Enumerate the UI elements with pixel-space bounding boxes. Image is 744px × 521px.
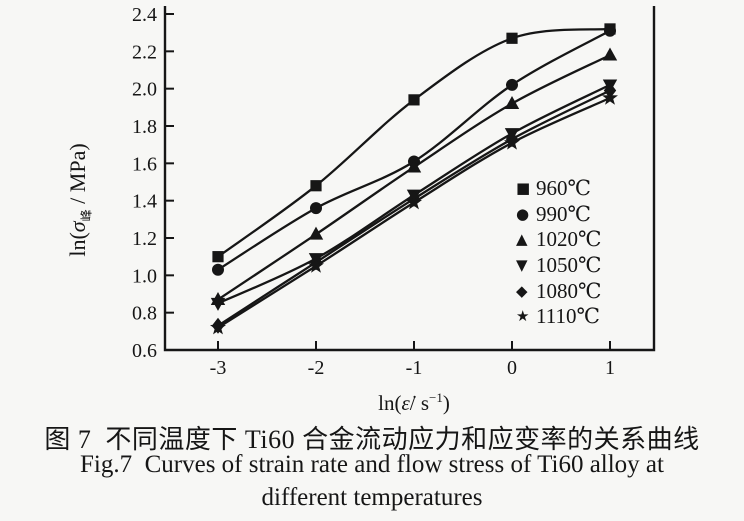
data-point-marker-triangle-up — [308, 226, 324, 240]
x-label-mid: / s — [409, 391, 430, 415]
y-tick-label: 0.8 — [132, 303, 157, 325]
data-point-marker-square — [212, 251, 224, 263]
legend-marker-diamond-icon: ◆ — [516, 281, 528, 300]
y-tick-label: 2.4 — [132, 4, 157, 26]
data-point-marker-circle — [310, 202, 322, 215]
data-point-marker-square — [310, 180, 322, 192]
y-tick-label: 1.6 — [132, 153, 157, 175]
data-point-marker-triangle-down — [210, 297, 226, 311]
y-tick-label: 1.0 — [132, 265, 157, 287]
y-axis-label: ln(σ峰 / MPa) — [62, 85, 94, 315]
caption-english-line1: Fig.7 Curves of strain rate and flow str… — [80, 451, 664, 478]
sigma-subscript: 峰 — [79, 209, 94, 222]
data-point-marker-circle — [506, 78, 518, 91]
legend-label: 960℃ — [536, 176, 591, 201]
y-tick-label: 0.6 — [132, 340, 157, 362]
y-tick-label: 1.4 — [132, 191, 157, 213]
y-tick-label: 1.2 — [132, 228, 157, 250]
y-label-suffix: / MPa) — [65, 143, 90, 210]
flow-stress-chart-canvas: 0.6 0.8 1.0 1.2 1.4 1.6 1.8 2.0 2.2 2.4 -3 -2 -1 0 1 — [132, 4, 656, 379]
legend-label: 990℃ — [536, 201, 591, 226]
x-axis-label: ln(ε̇/ s−1) — [304, 384, 524, 415]
series-1110C — [210, 89, 618, 335]
data-point-marker-star — [406, 194, 422, 210]
y-tick-label: 2.0 — [132, 79, 157, 101]
legend-item-960C: ■ 960℃ — [516, 176, 602, 202]
x-label-suffix: ) — [442, 391, 450, 415]
sigma-symbol: σ — [65, 221, 90, 233]
x-label-superscript: −1 — [429, 390, 443, 405]
legend-item-1110C: ★ 1110℃ — [516, 304, 602, 330]
data-point-marker-circle — [604, 24, 616, 37]
data-point-marker-triangle-up — [504, 96, 520, 109]
data-point-marker-star — [602, 89, 618, 105]
legend-item-1050C: ▼ 1050℃ — [516, 253, 602, 279]
legend-marker-triangle-down-icon: ▼ — [516, 256, 528, 275]
y-tick-label: 1.8 — [132, 116, 157, 138]
data-point-marker-triangle-up — [406, 159, 422, 173]
legend-item-1080C: ◆ 1080℃ — [516, 278, 602, 304]
legend-item-1020C: ▲ 1020℃ — [516, 227, 602, 253]
legend: ■ 960℃ ● 990℃ ▲ 1020℃ ▼ 1050℃ ◆ 1080℃ ★ 1110℃ — [516, 176, 602, 330]
legend-marker-circle-icon: ● — [516, 204, 530, 223]
data-point-marker-circle — [212, 263, 224, 276]
data-point-marker-triangle-up — [602, 47, 618, 61]
legend-marker-star-icon: ★ — [516, 307, 530, 326]
x-tick-label: 1 — [605, 357, 615, 379]
data-point-marker-star — [210, 319, 226, 335]
legend-item-990C: ● 990℃ — [516, 202, 602, 228]
x-label-prefix: ln( — [378, 391, 402, 415]
data-point-marker-star — [308, 257, 324, 273]
data-point-marker-square — [408, 94, 420, 106]
legend-label: 1080℃ — [536, 278, 602, 303]
caption-english-line2: different temperatures — [261, 484, 483, 511]
legend-label: 1110℃ — [536, 304, 600, 329]
x-tick-label: -2 — [308, 357, 325, 379]
legend-label: 1020℃ — [536, 227, 602, 252]
data-point-marker-square — [506, 32, 518, 44]
data-point-marker-star — [504, 134, 520, 150]
axis-frame — [163, 6, 656, 352]
caption-chinese: 图 7 不同温度下 Ti60 合金流动应力和应变率的关系曲线 — [44, 425, 700, 454]
legend-marker-square-icon: ■ — [516, 179, 531, 198]
x-tick-label: 0 — [507, 357, 517, 379]
legend-marker-triangle-up-icon: ▲ — [516, 230, 528, 249]
strain-rate-symbol: ε̇ — [401, 391, 410, 415]
x-tick-label: -1 — [406, 357, 423, 379]
x-tick-label: -3 — [210, 357, 227, 379]
y-label-prefix: ln( — [65, 232, 90, 257]
y-tick-label: 2.2 — [132, 41, 157, 63]
legend-label: 1050℃ — [536, 253, 602, 278]
